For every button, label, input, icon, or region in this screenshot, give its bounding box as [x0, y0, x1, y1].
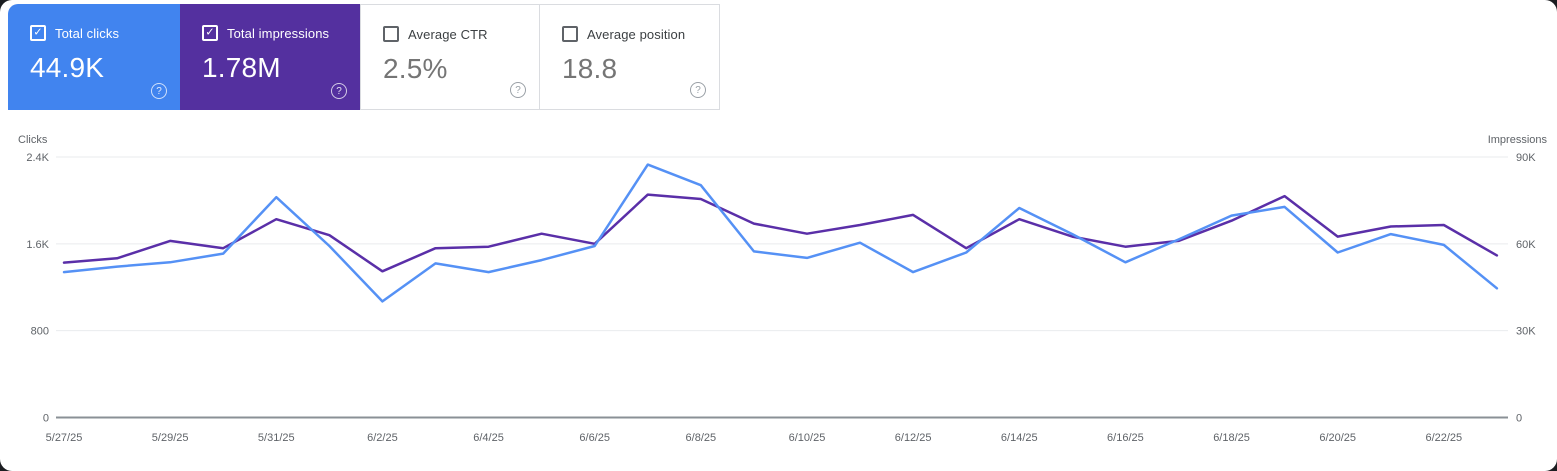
x-axis-tick: 6/6/25	[579, 432, 610, 444]
right-axis-tick: 90K	[1516, 152, 1536, 164]
card-value: 18.8	[562, 53, 618, 84]
x-axis-tick: 6/20/25	[1319, 432, 1356, 444]
help-icon[interactable]: ?	[510, 82, 526, 98]
metric-cards-row: ✓ Total clicks 44.9K ? ✓ Total impressio…	[8, 4, 720, 110]
right-axis-title: Impressions	[1487, 134, 1547, 146]
card-average-position[interactable]: ✓ Average position 18.8 ?	[540, 4, 720, 110]
left-axis-tick: 1.6K	[26, 239, 49, 251]
card-label: Average CTR	[408, 26, 488, 42]
card-value: 44.9K	[30, 52, 105, 83]
left-axis-title: Clicks	[18, 134, 48, 146]
x-axis-tick: 6/14/25	[1001, 432, 1038, 444]
card-value: 2.5%	[383, 53, 448, 84]
x-axis-tick: 6/8/25	[686, 432, 717, 444]
left-axis-tick: 0	[43, 413, 49, 425]
left-axis-tick: 800	[31, 326, 49, 338]
checkbox-average-ctr[interactable]: ✓	[383, 26, 399, 42]
right-axis-tick: 60K	[1516, 239, 1536, 251]
checkmark-icon: ✓	[205, 26, 215, 38]
card-value: 1.78M	[202, 52, 281, 83]
checkbox-total-impressions[interactable]: ✓	[202, 25, 218, 41]
card-label: Average position	[587, 26, 686, 42]
x-axis-tick: 6/18/25	[1213, 432, 1250, 444]
checkmark-icon: ✓	[33, 26, 43, 38]
help-icon[interactable]: ?	[151, 83, 167, 99]
checkbox-total-clicks[interactable]: ✓	[30, 25, 46, 41]
card-total-impressions[interactable]: ✓ Total impressions 1.78M ?	[180, 4, 360, 110]
clicks-line-series	[62, 163, 1499, 303]
x-axis-tick: 5/27/25	[46, 432, 83, 444]
left-axis-tick: 2.4K	[26, 152, 49, 164]
card-average-ctr[interactable]: ✓ Average CTR 2.5% ?	[360, 4, 540, 110]
card-total-clicks[interactable]: ✓ Total clicks 44.9K ?	[8, 4, 180, 110]
x-axis-tick: 6/16/25	[1107, 432, 1144, 444]
help-icon[interactable]: ?	[690, 82, 706, 98]
x-axis-tick: 5/29/25	[152, 432, 189, 444]
help-icon[interactable]: ?	[331, 83, 347, 99]
x-axis-tick: 6/2/25	[367, 432, 398, 444]
card-label: Total impressions	[227, 25, 330, 41]
impressions-line-series	[62, 193, 1499, 273]
x-axis-tick: 6/12/25	[895, 432, 932, 444]
x-axis-tick: 6/22/25	[1425, 432, 1462, 444]
card-label: Total clicks	[55, 25, 120, 41]
right-axis-tick: 30K	[1516, 326, 1536, 338]
x-axis-tick: 6/4/25	[473, 432, 504, 444]
checkbox-average-position[interactable]: ✓	[562, 26, 578, 42]
x-axis-tick: 6/10/25	[789, 432, 826, 444]
right-axis-tick: 0	[1516, 413, 1522, 425]
x-axis-tick: 5/31/25	[258, 432, 295, 444]
